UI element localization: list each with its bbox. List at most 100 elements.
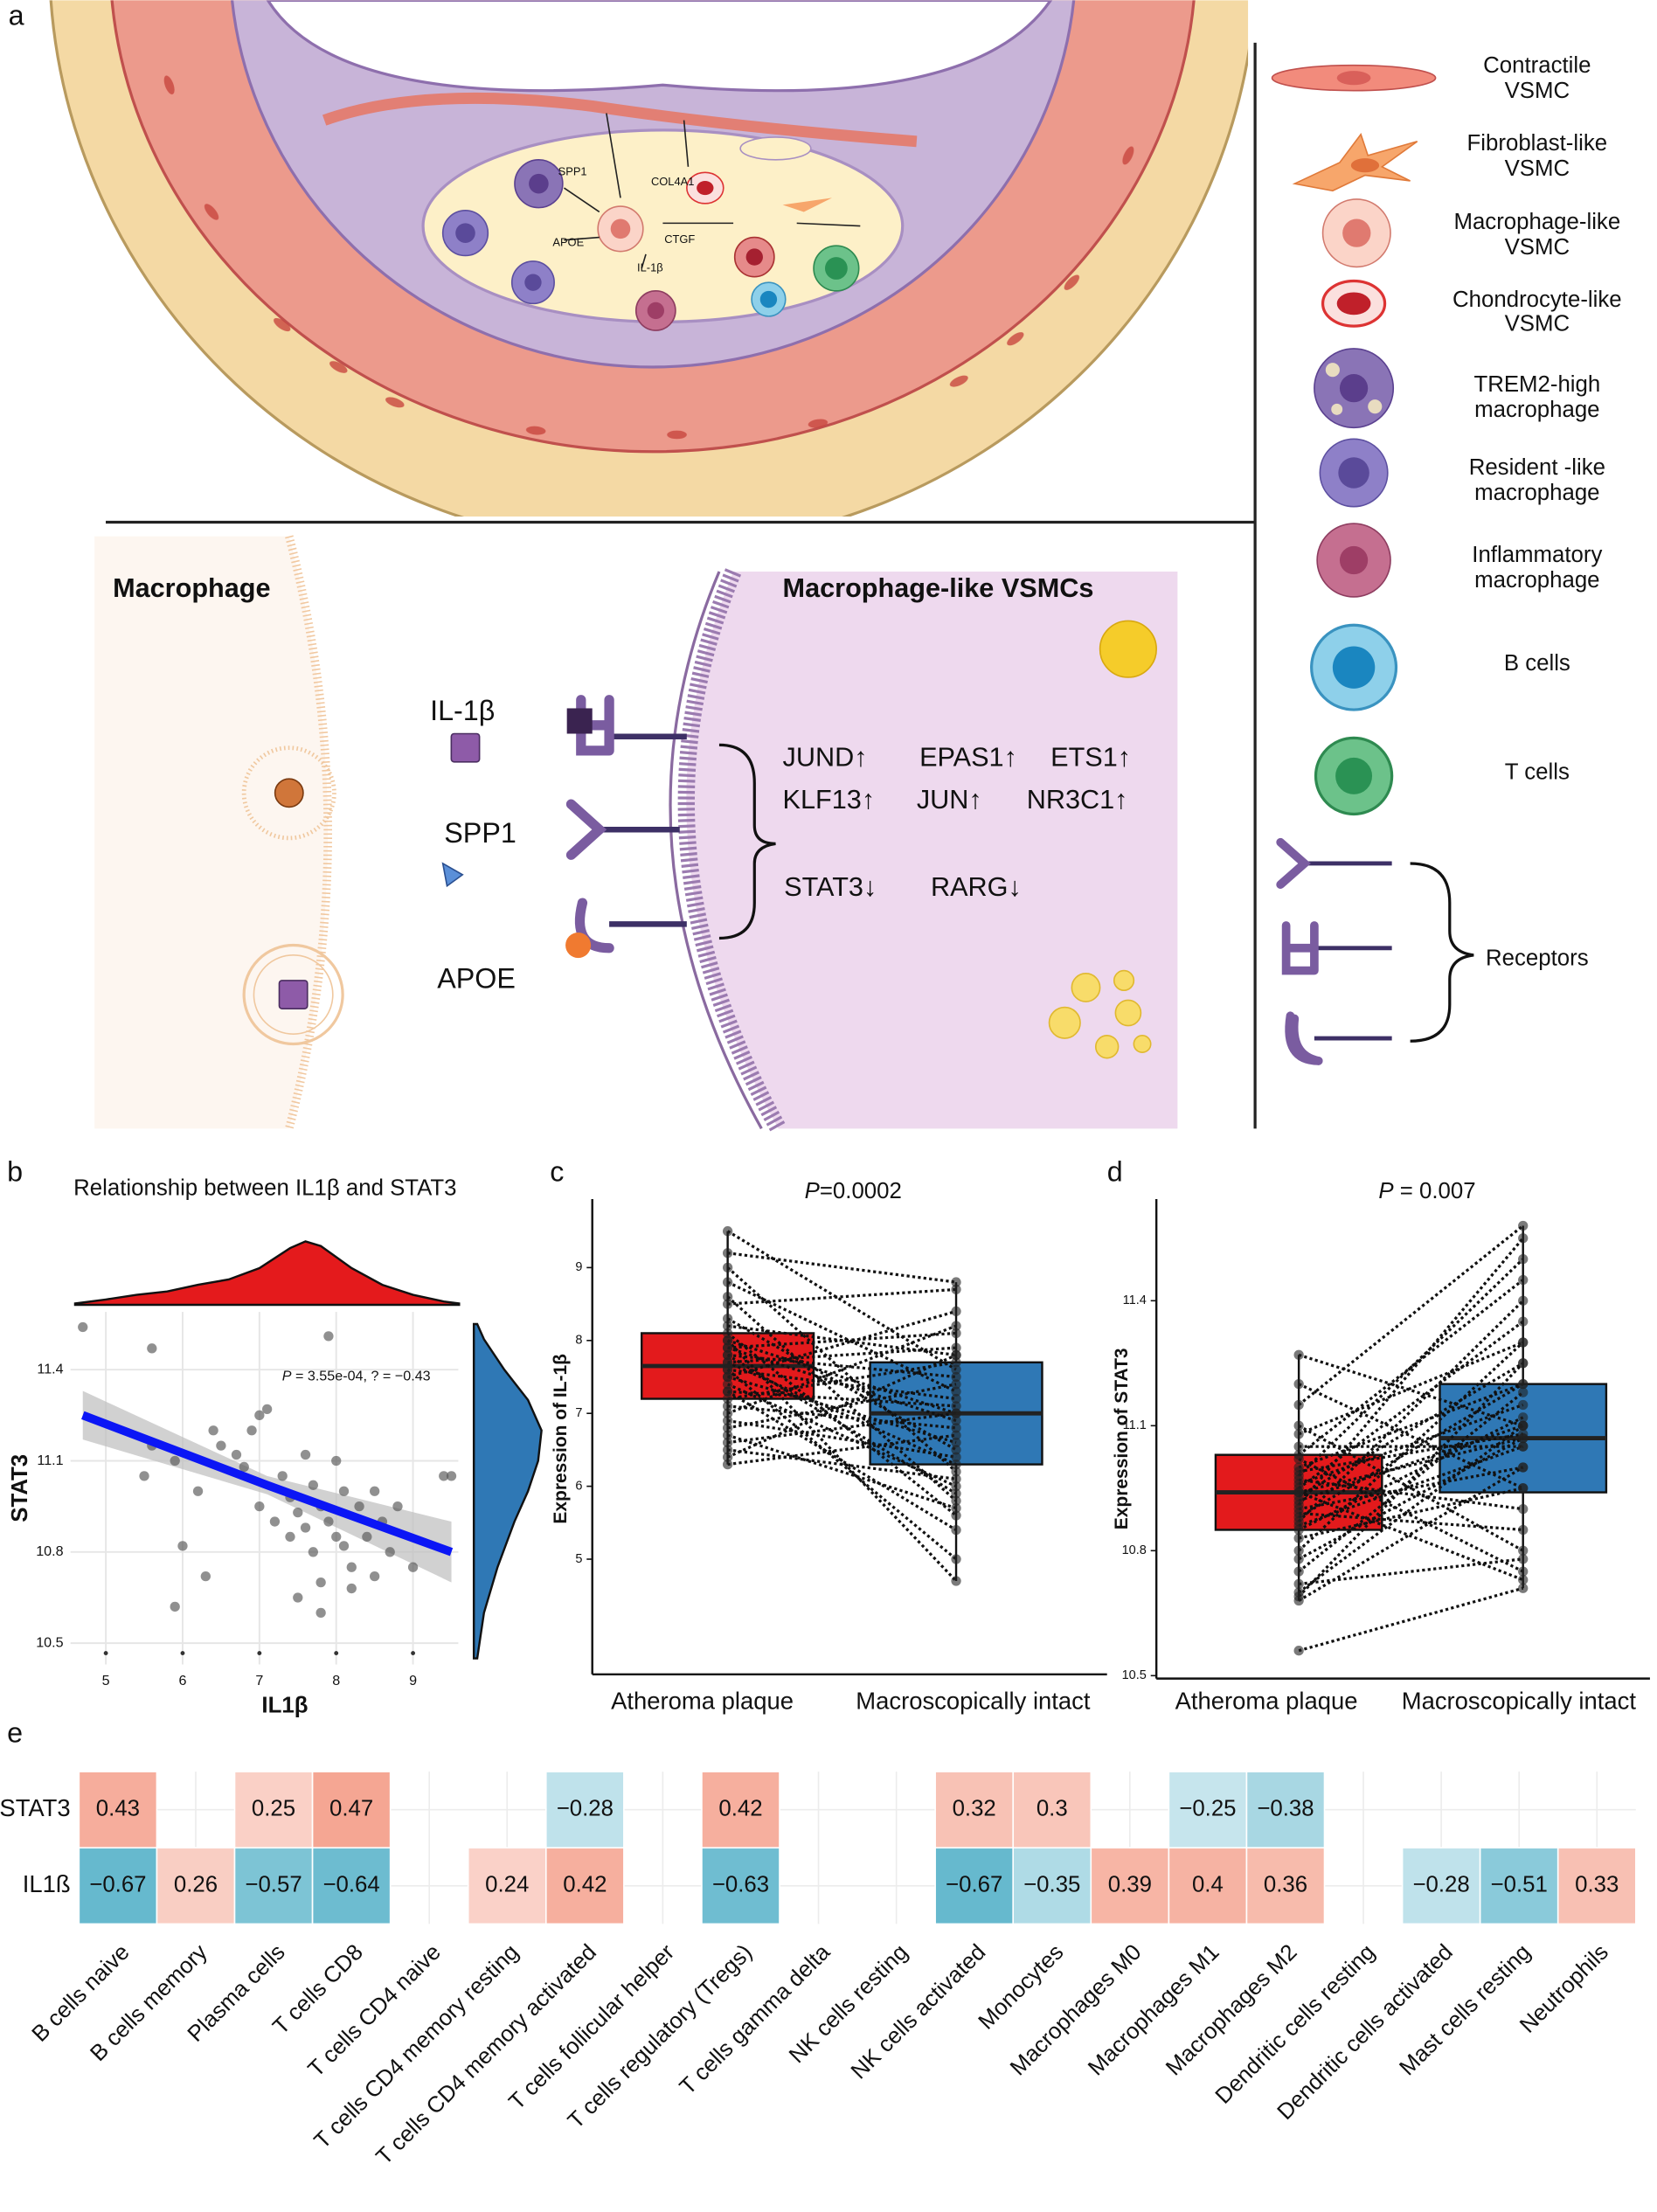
cell-label: 0.43 [96, 1797, 140, 1821]
point [1518, 1387, 1529, 1397]
y-tick-label: 10.5 [36, 1634, 63, 1650]
pair-line [1298, 1403, 1524, 1486]
pair-line [1298, 1279, 1524, 1456]
point [951, 1576, 961, 1586]
point [722, 1321, 733, 1331]
point [1293, 1399, 1304, 1411]
point [722, 1226, 733, 1237]
pair-line [727, 1448, 957, 1480]
y-axis-label: Expression of IL-1β [551, 1354, 571, 1524]
y-axis-label: Expression of STAT3 [1112, 1348, 1132, 1529]
point [1293, 1441, 1304, 1452]
scatter-point [170, 1601, 180, 1612]
scatter-point [293, 1592, 303, 1603]
point [1518, 1483, 1529, 1494]
annotation: P = 3.55e-04, ? = −0.43 [282, 1369, 431, 1384]
title-p: P [1378, 1179, 1394, 1203]
scatter-point [362, 1531, 372, 1543]
tick-mark [180, 1651, 185, 1656]
cell-label: −0.28 [1412, 1873, 1469, 1897]
pair-line [726, 1361, 957, 1467]
pair-line [726, 1230, 957, 1371]
point [1518, 1566, 1529, 1577]
scatter-point [231, 1449, 242, 1460]
point [1293, 1566, 1304, 1577]
x-axis-label: IL1β [261, 1694, 308, 1718]
pair-line [1298, 1362, 1524, 1498]
pair-line [726, 1354, 957, 1459]
point [1293, 1429, 1304, 1439]
y-tick-label: 5 [575, 1552, 582, 1566]
legend-label: macrophage [1474, 398, 1599, 422]
pair-line [727, 1252, 957, 1284]
point [1293, 1646, 1304, 1656]
y-tick-label: 11.1 [1123, 1418, 1147, 1432]
y-tick-label: 7 [575, 1406, 582, 1420]
cell-label: 0.47 [329, 1797, 373, 1821]
heat-cell [1012, 1847, 1092, 1925]
gene-label: JUN↑ [917, 785, 982, 815]
x-tick-label: Macroscopically intact [856, 1687, 1091, 1714]
scatter-point [170, 1455, 180, 1467]
scatter-point [216, 1440, 226, 1451]
x-tick-label: Macroscopically intact [1402, 1687, 1637, 1714]
heat-cell [233, 1771, 314, 1849]
title-p: P [805, 1179, 821, 1203]
point [1518, 1545, 1529, 1556]
scatter-point [177, 1541, 188, 1551]
point [1518, 1583, 1529, 1593]
chart-title: P = 0.007 [1378, 1179, 1475, 1203]
pair-line [1298, 1341, 1524, 1552]
pair-line [1298, 1341, 1524, 1436]
pair-line [727, 1339, 957, 1415]
point [1518, 1524, 1529, 1536]
legend-label: Macrophage-like [1453, 210, 1620, 234]
pair-line [1298, 1457, 1524, 1573]
pair-line [1298, 1416, 1524, 1531]
gene-label: KLF13↑ [783, 785, 876, 815]
point [1293, 1578, 1304, 1590]
point [1518, 1575, 1529, 1585]
heat-cell [544, 1847, 625, 1925]
pair-line [727, 1331, 957, 1349]
pair-line [1298, 1383, 1524, 1490]
heat-cell [1245, 1847, 1326, 1925]
legend-label: VSMC [1505, 311, 1570, 336]
point [722, 1437, 733, 1448]
pair-line [727, 1411, 957, 1445]
tick-mark [334, 1651, 339, 1656]
cell-label: 0.26 [174, 1873, 218, 1897]
scatter-point [300, 1449, 311, 1460]
point [951, 1510, 961, 1521]
point [951, 1488, 961, 1499]
heat-cell [1168, 1847, 1248, 1925]
point [951, 1342, 961, 1353]
panel-label: b [7, 1155, 23, 1187]
scatter-point [293, 1507, 303, 1518]
point [1518, 1274, 1529, 1286]
point [1293, 1453, 1304, 1465]
cell-label: −0.25 [1179, 1797, 1236, 1821]
scatter-point [331, 1455, 342, 1467]
ligand-label: IL-1β [430, 695, 495, 726]
point [1518, 1358, 1529, 1369]
pair-line [1298, 1437, 1524, 1494]
cell-label: −0.35 [1023, 1873, 1080, 1897]
pair-line [1298, 1586, 1524, 1653]
heat-cell [311, 1847, 392, 1925]
pair-line [726, 1339, 958, 1583]
vessel-label: CTGF [664, 232, 695, 246]
heat-cell [1012, 1771, 1092, 1849]
point [722, 1393, 733, 1404]
pair-line [726, 1332, 958, 1517]
scatter-point [285, 1531, 295, 1543]
point [951, 1445, 961, 1455]
scatter-point [308, 1547, 318, 1557]
legend-label: T cells [1505, 759, 1570, 784]
point [1293, 1378, 1304, 1390]
point [1518, 1337, 1529, 1348]
legend-label: Receptors [1486, 946, 1589, 970]
cell-label: −0.57 [245, 1873, 302, 1897]
density-y [472, 1322, 543, 1660]
